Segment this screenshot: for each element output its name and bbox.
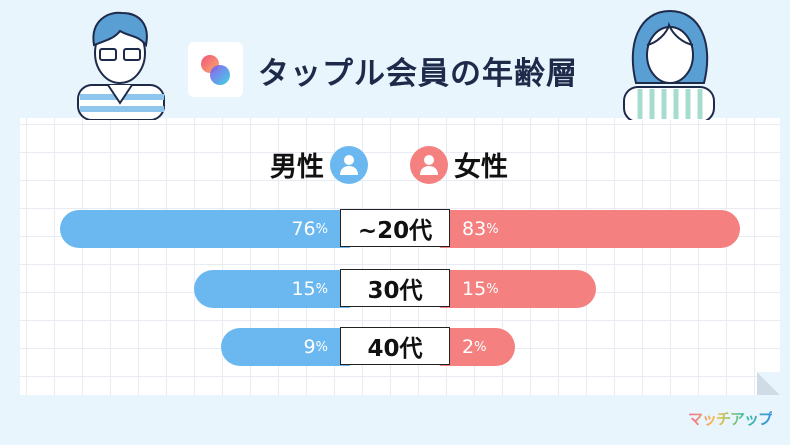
grid-background	[20, 118, 780, 395]
person-icon	[330, 145, 368, 184]
male-value: 76	[291, 218, 316, 240]
percent-unit: %	[486, 221, 499, 237]
person-icon	[410, 145, 448, 184]
female-illustration	[623, 9, 715, 120]
tapple-app-icon	[188, 42, 243, 97]
male-bar: 9%	[220, 328, 350, 366]
male-illustration	[77, 11, 165, 120]
percent-unit: %	[315, 281, 328, 297]
percent-unit: %	[474, 339, 487, 355]
male-value: 15	[291, 278, 316, 300]
female-value: 83	[462, 218, 487, 240]
matchup-logo: マッチアップ	[688, 410, 773, 428]
page-title: タップル会員の年齢層	[258, 56, 578, 92]
percent-unit: %	[315, 221, 328, 237]
age-category-label: 40代	[340, 327, 450, 365]
age-category-label: ~20代	[340, 209, 450, 247]
male-bar: 15%	[193, 270, 350, 308]
female-bar: 15%	[440, 270, 597, 308]
percent-unit: %	[486, 281, 499, 297]
legend-female: 女性	[410, 145, 508, 184]
male-value: 9	[303, 336, 316, 358]
percent-unit: %	[315, 339, 328, 355]
legend-female-label: 女性	[454, 152, 508, 183]
legend-male: 男性	[270, 145, 368, 184]
female-bar: 2%	[440, 328, 516, 366]
legend-male-label: 男性	[270, 152, 324, 183]
age-category-label: 30代	[340, 269, 450, 307]
female-value: 2	[462, 336, 475, 358]
female-bar: 83%	[440, 210, 740, 248]
female-value: 15	[462, 278, 487, 300]
male-bar: 76%	[60, 210, 350, 248]
